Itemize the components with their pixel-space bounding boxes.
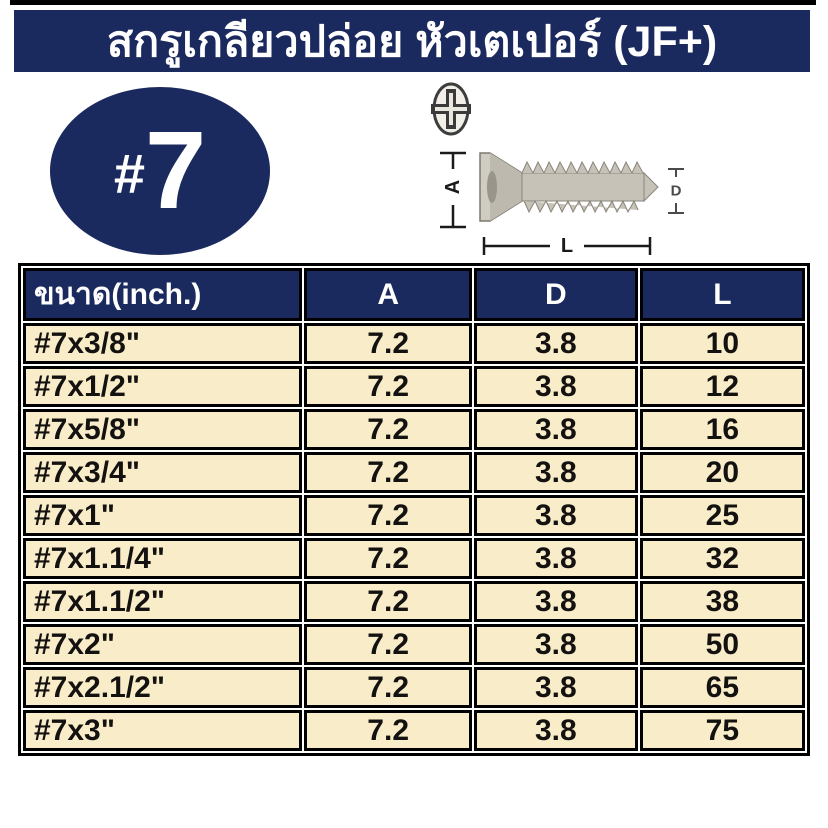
value-cell: 75 (639, 710, 805, 751)
value-cell: 7.2 (304, 452, 472, 493)
header-size: ขนาด(inch.) (23, 268, 303, 321)
value-cell: 16 (639, 409, 805, 450)
value-cell: 7.2 (304, 710, 472, 751)
value-cell: 3.8 (473, 581, 638, 622)
value-cell: 3.8 (473, 323, 638, 364)
value-cell: 3.8 (473, 409, 638, 450)
value-cell: 7.2 (304, 538, 472, 579)
value-cell: 3.8 (473, 667, 638, 708)
value-cell: 3.8 (473, 710, 638, 751)
dim-d-marker: D (668, 168, 684, 214)
table-row: #7x3/4" 7.2 3.8 20 (23, 452, 805, 493)
screw-side-view (479, 152, 659, 222)
size-cell: #7x3/4" (23, 452, 303, 493)
value-cell: 7.2 (304, 581, 472, 622)
header-d: D (473, 268, 638, 321)
value-cell: 3.8 (473, 624, 638, 665)
table-row: #7x1.1/2" 7.2 3.8 38 (23, 581, 805, 622)
size-cell: #7x2" (23, 624, 303, 665)
size-cell: #7x3" (23, 710, 303, 751)
spec-table: ขนาด(inch.) A D L #7x3/8" 7.2 3.8 10 #7x1/2"… (18, 263, 810, 756)
title-banner: สกรูเกลียวปล่อย หัวเตเปอร์ (JF+) (14, 10, 810, 72)
table-row: #7x1/2" 7.2 3.8 12 (23, 366, 805, 407)
size-cell: #7x1.1/4" (23, 538, 303, 579)
top-border-line (10, 0, 816, 5)
table-row: #7x5/8" 7.2 3.8 16 (23, 409, 805, 450)
value-cell: 7.2 (304, 366, 472, 407)
size-cell: #7x1.1/2" (23, 581, 303, 622)
value-cell: 7.2 (304, 323, 472, 364)
value-cell: 20 (639, 452, 805, 493)
value-cell: 3.8 (473, 495, 638, 536)
size-badge: # 7 (50, 87, 270, 255)
dim-a-marker: A (440, 151, 466, 229)
page-title: สกรูเกลียวปล่อย หัวเตเปอร์ (JF+) (106, 18, 718, 66)
header-l: L (639, 268, 805, 321)
value-cell: 7.2 (304, 495, 472, 536)
header-row: ขนาด(inch.) A D L (23, 268, 805, 321)
screw-top-view-icon (431, 82, 471, 136)
header-a: A (304, 268, 472, 321)
value-cell: 38 (639, 581, 805, 622)
table-row: #7x1" 7.2 3.8 25 (23, 495, 805, 536)
value-cell: 7.2 (304, 667, 472, 708)
value-cell: 32 (639, 538, 805, 579)
value-cell: 7.2 (304, 409, 472, 450)
table-row: #7x3" 7.2 3.8 75 (23, 710, 805, 751)
value-cell: 7.2 (304, 624, 472, 665)
size-cell: #7x1/2" (23, 366, 303, 407)
spec-table-header: ขนาด(inch.) A D L (23, 268, 805, 321)
size-cell: #7x3/8" (23, 323, 303, 364)
table-row: #7x2.1/2" 7.2 3.8 65 (23, 667, 805, 708)
dim-a-label: A (442, 180, 464, 194)
size-cell: #7x5/8" (23, 409, 303, 450)
value-cell: 25 (639, 495, 805, 536)
value-cell: 3.8 (473, 538, 638, 579)
value-cell: 65 (639, 667, 805, 708)
dim-l-label: L (561, 235, 573, 257)
size-cell: #7x1" (23, 495, 303, 536)
table-row: #7x2" 7.2 3.8 50 (23, 624, 805, 665)
value-cell: 10 (639, 323, 805, 364)
spec-table-body: #7x3/8" 7.2 3.8 10 #7x1/2" 7.2 3.8 12 #7x5/8" 7.2… (23, 323, 805, 751)
size-cell: #7x2.1/2" (23, 667, 303, 708)
size-badge-number: 7 (144, 109, 207, 232)
size-badge-prefix: # (113, 142, 145, 205)
table-row: #7x3/8" 7.2 3.8 10 (23, 323, 805, 364)
value-cell: 3.8 (473, 366, 638, 407)
dim-d-label: D (671, 183, 682, 200)
value-cell: 3.8 (473, 452, 638, 493)
screw-diagram: A D L (431, 82, 684, 257)
value-cell: 50 (639, 624, 805, 665)
table-row: #7x1.1/4" 7.2 3.8 32 (23, 538, 805, 579)
dim-l-marker: L (482, 235, 652, 257)
value-cell: 12 (639, 366, 805, 407)
